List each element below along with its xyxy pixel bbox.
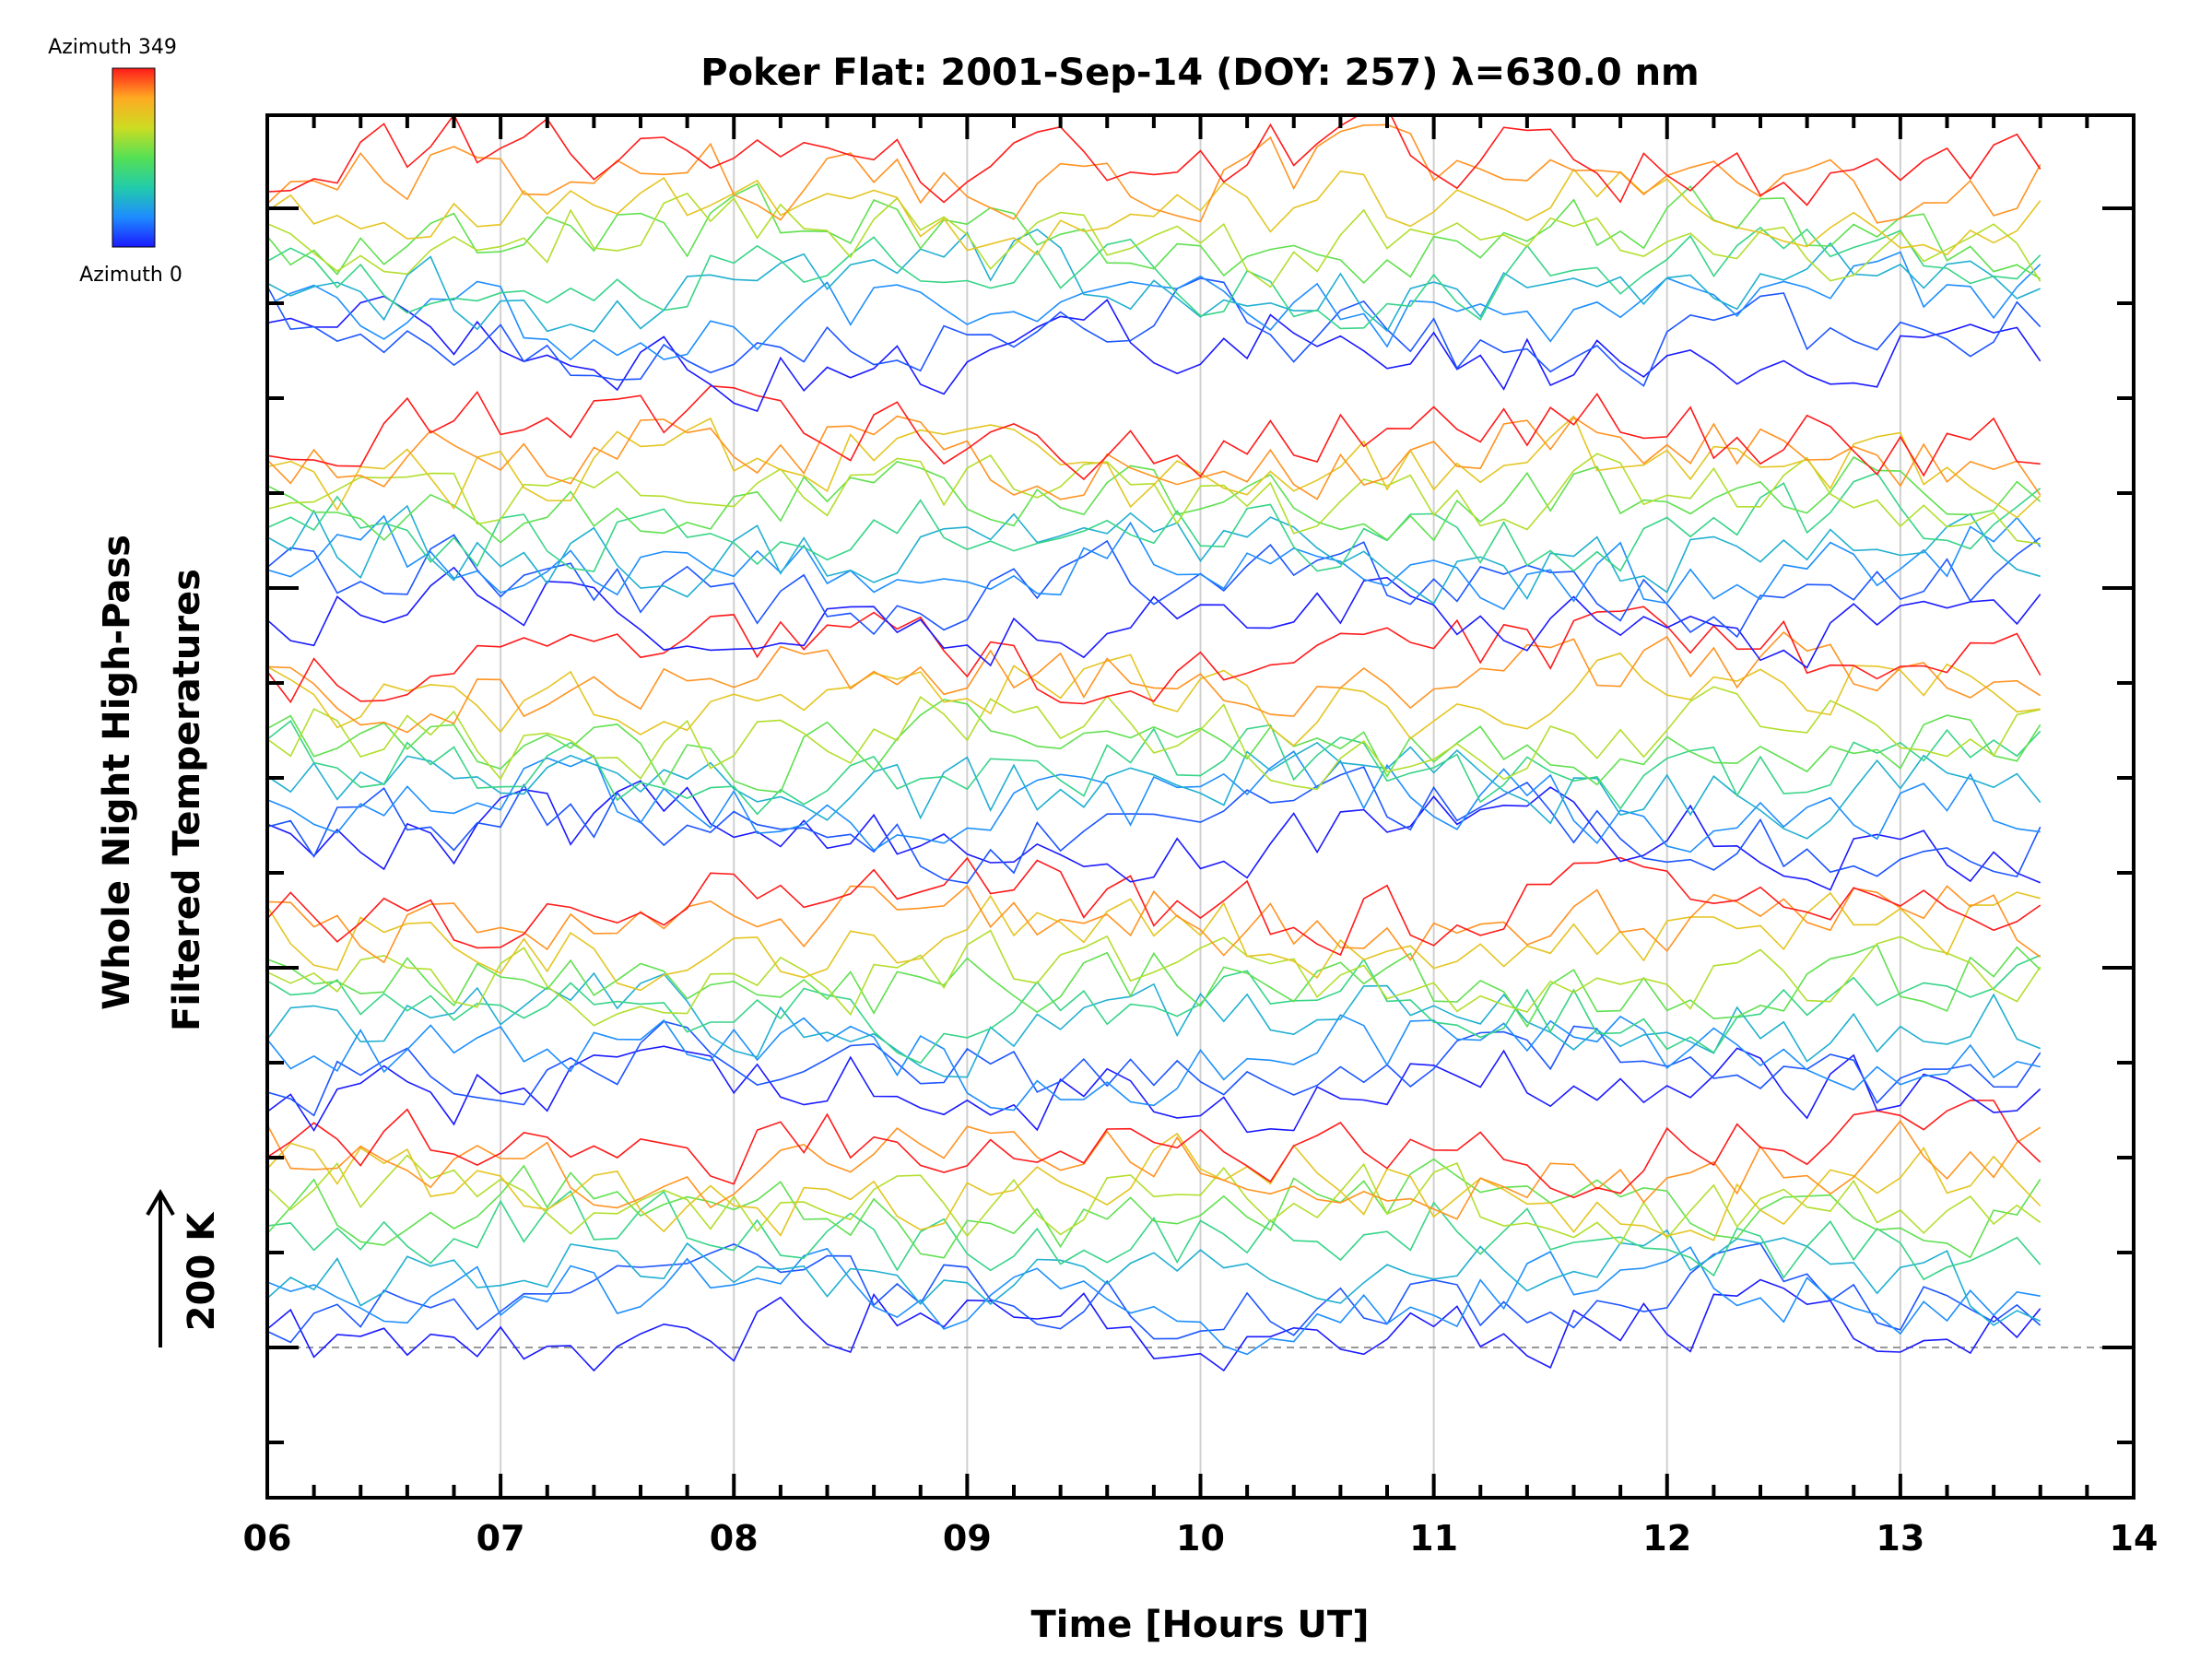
azimuth-series-line (267, 534, 2041, 639)
azimuth-series-line (267, 192, 2041, 288)
azimuth-series-line (267, 415, 2041, 500)
x-tick-labels: 06 07 08 09 10 11 12 13 14 (243, 1518, 2159, 1559)
x-axis-ticks (265, 115, 2136, 1498)
x-tick-label: 07 (477, 1518, 525, 1559)
azimuth-series-line (267, 182, 2041, 285)
azimuth-series-line (267, 1158, 2041, 1259)
x-tick-label: 11 (1409, 1518, 1458, 1559)
x-tick-label: 06 (243, 1518, 292, 1559)
chart-title: Poker Flat: 2001-Sep-14 (DOY: 257) λ=630… (700, 52, 1699, 94)
azimuth-series-line (267, 686, 2041, 791)
azimuth-series-line (267, 115, 2041, 206)
azimuth-series-line (267, 566, 2041, 669)
azimuth-series-line (267, 504, 2041, 605)
azimuth-series-line (267, 884, 2041, 964)
azimuth-series-line (267, 251, 2041, 361)
azimuth-series-line (267, 944, 2041, 1029)
azimuth-series-line (267, 295, 2041, 412)
azimuth-series-line (267, 780, 2041, 891)
azimuth-series-line (267, 1119, 2041, 1220)
x-tick-label: 13 (1876, 1518, 1924, 1559)
azimuth-series-line (267, 652, 2041, 747)
azimuth-series-line (267, 384, 2041, 481)
azimuth-series-line (267, 971, 2041, 1078)
y-axis-title-line1: Whole Night High-Pass (96, 535, 138, 1010)
azimuth-series-line (267, 277, 2041, 387)
azimuth-series-line (267, 472, 2041, 572)
x-axis-title: Time [Hours UT] (1031, 1604, 1370, 1646)
azimuth-series-line (267, 750, 2041, 853)
colorbar-top-label: Azimuth 349 (48, 36, 177, 59)
azimuth-series-line (267, 719, 2041, 816)
x-tick-label: 09 (943, 1518, 992, 1559)
colorbar-bottom-label: Azimuth 0 (79, 264, 182, 287)
azimuth-series-line (267, 415, 2041, 519)
vertical-gridlines (500, 115, 1901, 1498)
azimuth-series-line (267, 1242, 2041, 1344)
azimuth-series-line (267, 929, 2041, 1027)
azimuth-series-line (267, 1154, 2041, 1245)
azimuth-series-line (267, 1132, 2041, 1241)
azimuth-series-line (267, 1045, 2041, 1134)
azimuth-series-line (267, 228, 2041, 333)
scale-label: 200 K (181, 1211, 223, 1331)
azimuth-series-line (267, 168, 2041, 256)
azimuth-series-line (267, 1100, 2041, 1199)
azimuth-series-line (267, 1020, 2041, 1117)
x-tick-label: 08 (710, 1518, 759, 1559)
series-lines (267, 115, 2041, 1372)
x-tick-label: 14 (2110, 1518, 2159, 1559)
azimuth-series-line (267, 226, 2041, 330)
azimuth-series-line (267, 606, 2041, 705)
azimuth-series-line (267, 1190, 2041, 1281)
azimuth-series-line (267, 1278, 2041, 1372)
azimuth-series-line (267, 630, 2041, 734)
azimuth-series-line (267, 891, 2041, 992)
scale-arrow (146, 1189, 175, 1347)
azimuth-series-line (267, 1229, 2041, 1326)
x-tick-label: 12 (1642, 1518, 1691, 1559)
y-axis-title-line2: Filtered Temperatures (166, 569, 208, 1031)
y-axis-ticks (267, 206, 2134, 1444)
azimuth-series-line (267, 1246, 2041, 1356)
azimuth-series-line (267, 1014, 2041, 1112)
azimuth-series-line (267, 856, 2041, 957)
colorbar (112, 67, 156, 248)
azimuth-series-line (267, 699, 2041, 794)
azimuth-series-line (267, 124, 2041, 224)
azimuth-series-line (267, 954, 2041, 1065)
x-tick-label: 10 (1176, 1518, 1225, 1559)
azimuth-series-line (267, 741, 2041, 840)
azimuth-series-line (267, 766, 2041, 885)
